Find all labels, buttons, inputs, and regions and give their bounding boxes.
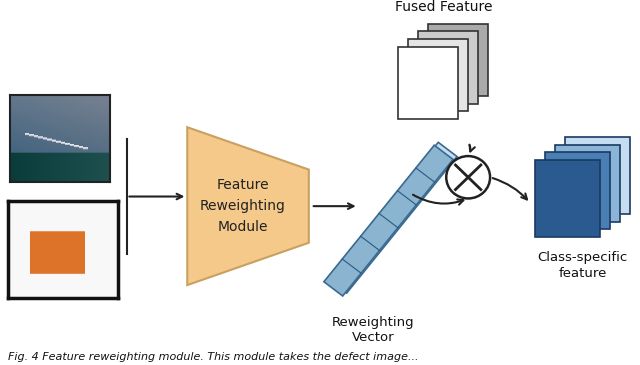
Polygon shape [324, 145, 453, 296]
Polygon shape [188, 127, 308, 285]
Bar [556, 145, 620, 222]
Bar [419, 31, 478, 104]
Text: Fig. 4 Feature reweighting module. This module takes the defect image...: Fig. 4 Feature reweighting module. This … [8, 353, 419, 362]
Text: Class-specific: Class-specific [538, 251, 628, 264]
Polygon shape [328, 142, 457, 293]
Text: Reweighting: Reweighting [200, 199, 286, 213]
Bar [408, 39, 468, 111]
Bar [545, 152, 610, 229]
Circle shape [446, 156, 490, 199]
Text: Feature: Feature [217, 178, 269, 192]
Text: Vector: Vector [352, 331, 395, 344]
Bar [399, 47, 458, 119]
Bar [565, 137, 630, 214]
Text: Module: Module [218, 220, 268, 234]
Bar [428, 24, 488, 96]
Bar [536, 160, 600, 237]
Text: feature: feature [559, 267, 607, 280]
Text: Fused Feature: Fused Feature [394, 0, 492, 14]
Text: Reweighting: Reweighting [332, 316, 415, 329]
